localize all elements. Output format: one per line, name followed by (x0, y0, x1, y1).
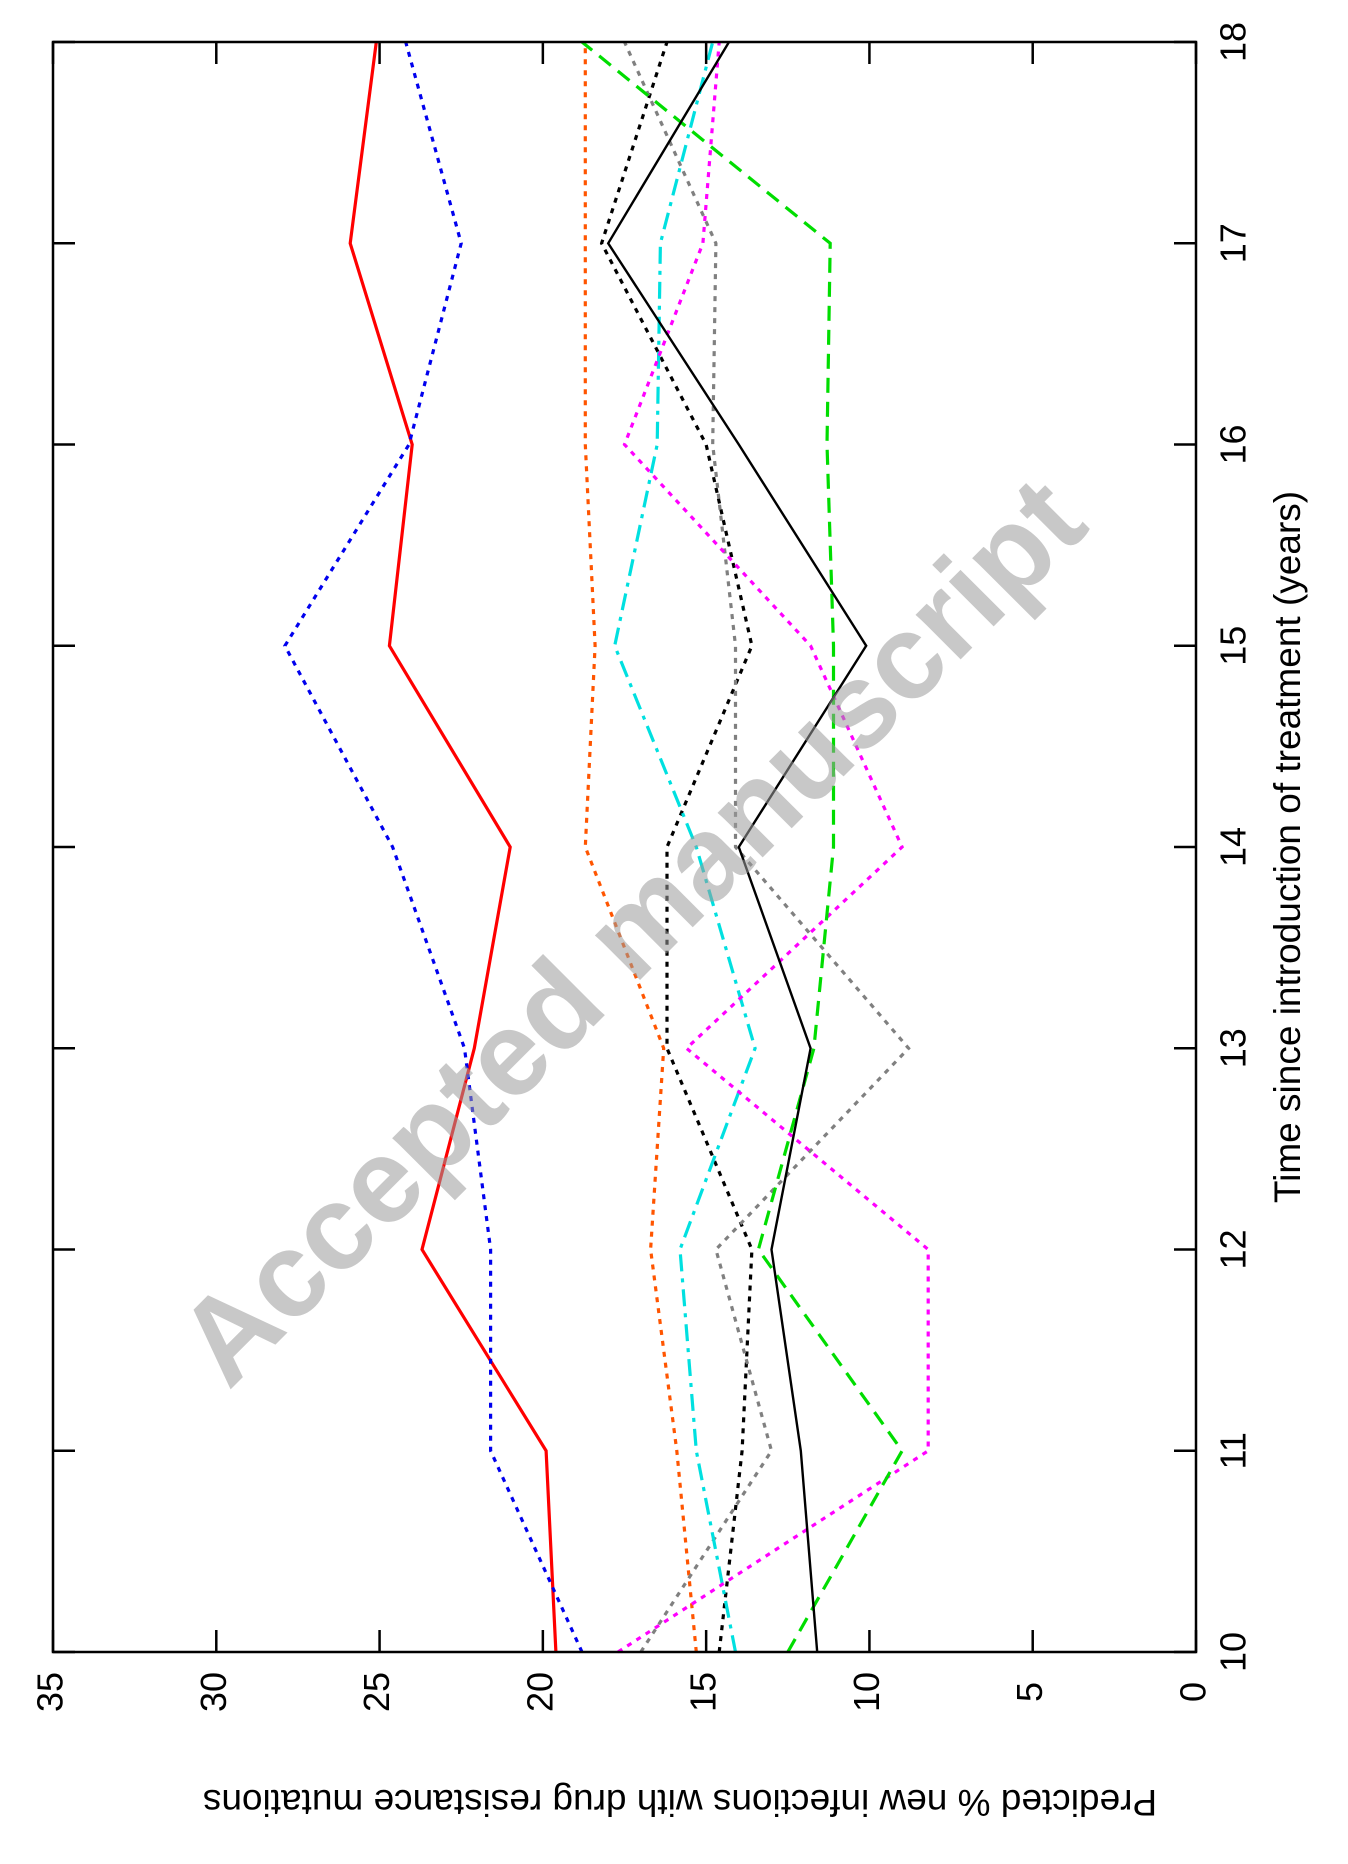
series-line-8 (580, 40, 904, 1653)
y-tick-label: 30 (193, 1672, 234, 1712)
series-line-7 (617, 41, 930, 1654)
y-tick-label: 5 (1009, 1682, 1050, 1702)
x-tick-label: 13 (1213, 1028, 1254, 1068)
watermark-text: Accepted manuscript (152, 452, 1110, 1410)
series-line-5 (623, 41, 911, 1653)
series-line-4 (599, 41, 754, 1653)
x-axis-label: Time since introduction of treatment (ye… (1267, 491, 1308, 1203)
x-tick-label: 15 (1213, 626, 1254, 666)
series-group (283, 40, 930, 1654)
series-line-6 (613, 41, 757, 1653)
x-tick-label: 17 (1213, 223, 1254, 263)
x-tick-label: 12 (1213, 1229, 1254, 1269)
y-tick-label: 0 (1173, 1682, 1214, 1702)
y-tick-label: 25 (356, 1672, 397, 1712)
y-tick-label: 15 (683, 1672, 724, 1712)
series-line-2 (283, 41, 584, 1653)
y-tick-label: 35 (30, 1672, 71, 1712)
y-tick-label: 10 (846, 1672, 887, 1712)
x-tick-label: 10 (1213, 1632, 1254, 1672)
x-tick-label: 16 (1213, 424, 1254, 464)
series-line-1 (348, 41, 558, 1653)
y-axis-label: Predicted % new infections with drug res… (203, 1782, 1157, 1823)
x-tick-label: 11 (1213, 1432, 1254, 1469)
tick-group: 10 11 12 13 14 15 16 17 18 0 5 10 15 20 25 30 35 (30, 22, 1254, 1712)
x-tick-label: 14 (1213, 827, 1254, 867)
y-tick-label: 20 (519, 1672, 560, 1712)
x-tick-label: 18 (1213, 22, 1254, 62)
series-line-9 (606, 41, 868, 1653)
